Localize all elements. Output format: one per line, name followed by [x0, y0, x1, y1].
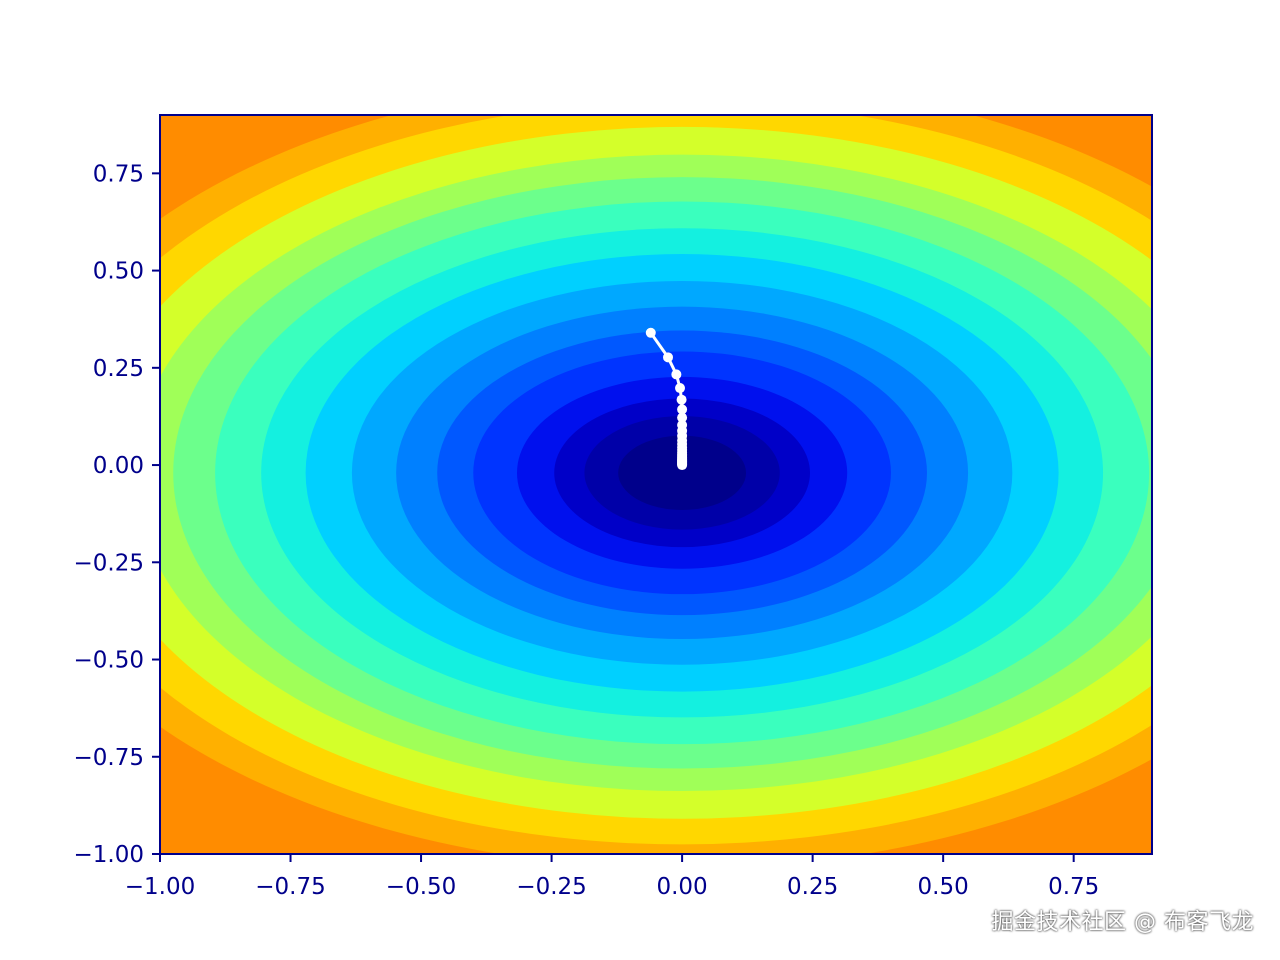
x-tick-label-2: −0.50 [386, 874, 456, 900]
x-tick-label-4: 0.00 [656, 874, 707, 900]
y-tick-label-5: −0.50 [74, 648, 144, 674]
plot-frame [159, 114, 1153, 855]
x-tick-label-3: −0.25 [516, 874, 586, 900]
path-point-26 [677, 460, 688, 471]
path-point-5 [677, 404, 688, 415]
watermark-text: 掘金技术社区 @ 布客飞龙 [991, 910, 1254, 935]
x-tick-label-1: −0.75 [255, 874, 325, 900]
y-tick-label-1: 0.50 [93, 259, 144, 285]
descent-path [645, 327, 688, 471]
y-tick-label-2: 0.25 [93, 356, 144, 382]
y-tick-label-4: −0.25 [74, 550, 144, 576]
path-point-6 [677, 412, 688, 423]
y-tick-label-3: 0.00 [93, 453, 144, 479]
x-tick-label-5: 0.25 [787, 874, 838, 900]
path-point-2 [671, 369, 682, 380]
x-tick-label-7: 0.75 [1048, 874, 1099, 900]
path-point-0 [645, 327, 656, 338]
y-axis: 0.75 0.50 0.25 0.00 −0.25 −0.50 −0.75 −1.00 [74, 161, 160, 868]
contour-band-16 [618, 435, 747, 510]
y-tick-label-7: −1.00 [74, 842, 144, 868]
x-axis: −1.00 −0.75 −0.50 −0.25 0.00 0.25 0.50 0.75 [125, 854, 1099, 900]
y-tick-label-0: 0.75 [93, 161, 144, 187]
x-tick-label-6: 0.50 [918, 874, 969, 900]
x-tick-label-0: −1.00 [125, 874, 195, 900]
y-tick-label-6: −0.75 [74, 745, 144, 771]
path-point-1 [663, 352, 674, 363]
path-point-4 [676, 394, 687, 405]
contour-fills [160, 115, 1152, 854]
path-point-3 [675, 383, 686, 394]
